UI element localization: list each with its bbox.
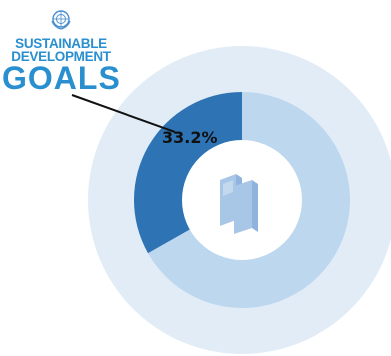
slice-label: 33.2% <box>162 128 218 147</box>
logo-text-sustainable: SUSTAINABLE <box>15 36 107 51</box>
logo-text-development: DEVELOPMENT <box>11 49 111 64</box>
books-icon <box>220 174 258 234</box>
leader-line <box>71 94 176 133</box>
un-emblem-icon <box>51 10 71 30</box>
logo-text-goals: GOALS <box>2 60 121 96</box>
sdg-logo: SUSTAINABLE DEVELOPMENT GOALS <box>2 3 120 99</box>
